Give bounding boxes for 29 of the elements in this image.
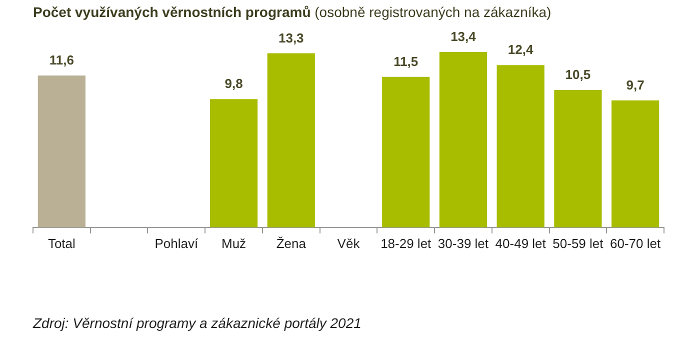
data-label: 11,5 [394,54,418,69]
bar [267,53,315,228]
x-tick-label: Věk [337,236,360,251]
chart-title: Počet využívaných věrnostních programů [33,4,311,20]
x-tick-label: Total [48,236,76,251]
x-tick-label: Pohlaví [154,236,198,251]
bar [439,52,488,228]
x-tick-label: 40-49 let [495,236,546,251]
data-label: 10,5 [565,67,591,82]
bar [382,76,430,228]
data-label: 9,8 [224,76,243,92]
x-tick-label: 50-59 let [552,236,604,251]
x-tick-label: Žena [276,236,307,251]
data-label: 12,4 [508,42,534,58]
data-label: 13,4 [450,29,477,44]
x-tick-label: 18-29 let [380,236,432,251]
x-tick-label: 30-39 let [438,236,489,251]
chart-subtitle: (osobně registrovaných na zákazníka) [314,4,552,20]
bar [210,99,258,228]
x-tick-label: 60-70 let [610,236,661,251]
bar [612,100,660,228]
text: Zdroj: Věrnostní programy a zákaznické portály 2021 [33,315,362,331]
data-label: 13,3 [278,30,304,46]
data-label: 9,7 [626,78,644,93]
bar [496,65,544,228]
data-label: 11,6 [49,52,74,68]
bar [38,76,86,228]
x-tick-label: Muž [221,236,246,251]
bar [554,90,602,228]
